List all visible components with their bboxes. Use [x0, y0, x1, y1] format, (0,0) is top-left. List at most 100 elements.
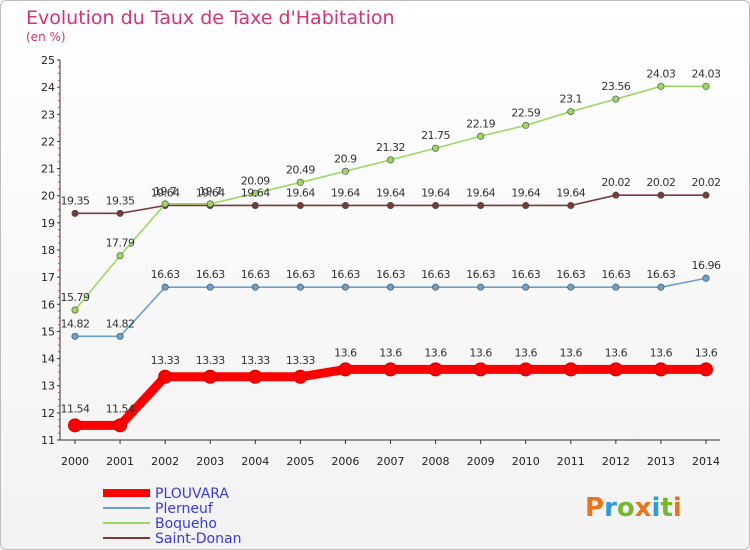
data-label-plerneuf: 14.82	[106, 317, 135, 330]
data-point-saint-donan	[386, 201, 394, 209]
logo-letter: x	[635, 493, 652, 523]
data-label-boqueho: 21.75	[421, 129, 450, 142]
data-point-plouvara	[338, 362, 353, 377]
y-tick-label: 15	[41, 325, 55, 338]
data-label-plerneuf: 16.63	[601, 268, 630, 281]
y-tick-label: 22	[41, 135, 55, 148]
data-point-plouvara	[563, 362, 578, 377]
data-point-plouvara	[473, 362, 488, 377]
data-point-saint-donan	[567, 201, 575, 209]
data-label-boqueho: 20.49	[286, 163, 315, 176]
data-label-plouvara: 13.6	[560, 346, 583, 359]
x-tick-label: 2002	[151, 455, 179, 468]
data-label-plerneuf: 16.63	[196, 268, 225, 281]
data-label-saint-donan: 19.64	[466, 186, 495, 199]
data-point-plouvara	[608, 362, 623, 377]
data-point-plerneuf	[522, 283, 530, 291]
data-label-plouvara: 13.6	[605, 346, 628, 359]
y-tick-label: 19	[41, 217, 55, 230]
data-label-plerneuf: 16.63	[151, 268, 180, 281]
data-point-plerneuf	[702, 274, 710, 282]
legend-entry: Boqueho	[155, 516, 217, 532]
y-tick-label: 16	[41, 298, 55, 311]
data-label-plerneuf: 16.63	[421, 268, 450, 281]
data-label-plerneuf: 16.63	[331, 268, 360, 281]
data-label-plouvara: 13.33	[196, 354, 225, 367]
data-point-plouvara	[428, 362, 443, 377]
data-point-saint-donan	[477, 201, 485, 209]
data-point-boqueho	[251, 189, 259, 197]
data-label-plouvara: 13.33	[286, 354, 315, 367]
data-label-plouvara: 13.33	[151, 354, 180, 367]
data-label-plerneuf: 16.96	[692, 259, 721, 272]
data-label-plerneuf: 16.63	[241, 268, 270, 281]
data-point-plerneuf	[567, 283, 575, 291]
data-point-saint-donan	[296, 201, 304, 209]
data-point-plouvara	[383, 362, 398, 377]
x-tick-label: 2000	[61, 455, 89, 468]
x-tick-label: 2012	[602, 455, 630, 468]
data-point-boqueho	[477, 132, 485, 140]
data-point-plerneuf	[71, 332, 79, 340]
data-label-saint-donan: 19.64	[286, 186, 315, 199]
data-label-boqueho: 19.7	[154, 185, 177, 198]
data-point-plerneuf	[251, 283, 259, 291]
y-tick-label: 17	[41, 271, 55, 284]
data-point-boqueho	[296, 178, 304, 186]
data-point-boqueho	[71, 306, 79, 314]
y-tick-label: 24	[41, 81, 55, 94]
data-label-boqueho: 22.59	[511, 106, 540, 119]
x-tick-label: 2014	[692, 455, 720, 468]
data-point-boqueho	[522, 121, 530, 129]
x-tick-label: 2008	[422, 455, 450, 468]
data-label-boqueho: 23.1	[560, 93, 583, 106]
data-point-plerneuf	[612, 283, 620, 291]
logo-letter: P	[585, 493, 604, 523]
chart-title: Evolution du Taux de Taxe d'Habitation	[26, 7, 395, 29]
data-point-plouvara	[113, 418, 128, 433]
data-point-boqueho	[161, 200, 169, 208]
data-point-saint-donan	[702, 191, 710, 199]
data-point-boqueho	[612, 95, 620, 103]
data-point-boqueho	[386, 156, 394, 164]
data-point-boqueho	[657, 82, 665, 90]
data-label-plerneuf: 14.82	[61, 317, 90, 330]
data-label-saint-donan: 19.64	[511, 186, 540, 199]
data-label-plouvara: 13.6	[379, 346, 402, 359]
data-point-boqueho	[116, 252, 124, 260]
x-tick-label: 2007	[377, 455, 405, 468]
y-tick-label: 14	[41, 353, 55, 366]
data-point-plouvara	[158, 369, 173, 384]
data-label-saint-donan: 19.35	[106, 194, 135, 207]
y-tick-label: 18	[41, 244, 55, 257]
logo-letter: t	[660, 493, 672, 523]
x-tick-label: 2003	[196, 455, 224, 468]
data-label-saint-donan: 20.02	[601, 176, 630, 189]
proxiti-logo: Proxiti	[585, 493, 682, 523]
x-tick-label: 2006	[331, 455, 359, 468]
chart-subtitle: (en %)	[26, 30, 66, 44]
data-label-saint-donan: 19.64	[241, 186, 270, 199]
series-layer	[68, 82, 713, 433]
legend-entry: Plerneuf	[155, 501, 214, 517]
data-point-plouvara	[518, 362, 533, 377]
data-labels: 19.35 19.35 19.64 19.64 19.64 19.64 19.64 19.64…	[61, 67, 722, 415]
x-tick-label: 2011	[557, 455, 585, 468]
data-label-boqueho: 20.9	[334, 152, 357, 165]
logo-letter: i	[673, 493, 682, 523]
data-label-plerneuf: 16.63	[376, 268, 405, 281]
x-tick-label: 2009	[467, 455, 495, 468]
x-tick-label: 2001	[106, 455, 134, 468]
y-tick-label: 23	[41, 108, 55, 121]
data-label-boqueho: 22.19	[466, 117, 495, 130]
data-point-plerneuf	[161, 283, 169, 291]
data-point-plouvara	[653, 362, 668, 377]
data-label-plerneuf: 16.63	[286, 268, 315, 281]
data-point-plouvara	[699, 362, 713, 377]
data-point-boqueho	[341, 167, 349, 175]
data-point-plerneuf	[116, 332, 124, 340]
data-point-boqueho	[432, 144, 440, 152]
data-label-boqueho: 19.7	[199, 185, 222, 198]
